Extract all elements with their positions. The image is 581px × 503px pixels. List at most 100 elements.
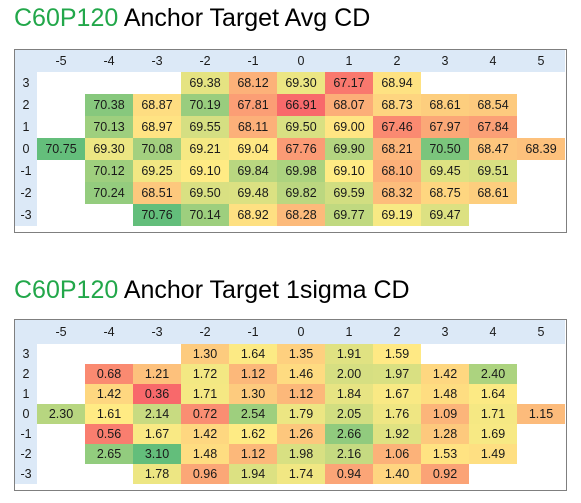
sigma-heatmap-cell: 0.72 <box>181 404 229 424</box>
avg-row-header: -3 <box>15 204 37 226</box>
sigma-col-header: -4 <box>85 320 133 344</box>
avg-row-header: 2 <box>15 94 37 116</box>
sigma-heatmap-cell: 1.06 <box>373 444 421 464</box>
sigma-heatmap-cell: 1.42 <box>181 424 229 444</box>
avg-heatmap-cell: 69.30 <box>277 72 325 94</box>
avg-row-header: 3 <box>15 72 37 94</box>
sigma-col-header: -2 <box>181 320 229 344</box>
sigma-heatmap-cell: 1.12 <box>229 364 277 384</box>
avg-heatmap-cell: 68.32 <box>373 182 421 204</box>
avg-heatmap-cell: 70.50 <box>421 138 469 160</box>
sigma-heatmap-cell: 1.35 <box>277 344 325 364</box>
sigma-heatmap-cell: 1.97 <box>373 364 421 384</box>
avg-heatmap-cell: 70.76 <box>133 204 181 226</box>
avg-heatmap-cell: 67.76 <box>277 138 325 160</box>
avg-heatmap-cell: 68.10 <box>373 160 421 182</box>
sigma-col-header: 3 <box>421 320 469 344</box>
sigma-heatmap-cell: 1.15 <box>517 404 565 424</box>
avg-heatmap-cell: 69.00 <box>325 116 373 138</box>
avg-col-header: -3 <box>133 50 181 72</box>
sigma-cd-title-text: Anchor Target 1sigma CD <box>123 276 410 304</box>
sigma-heatmap-cell: 1.84 <box>325 384 373 404</box>
avg-heatmap-cell: 69.48 <box>229 182 277 204</box>
avg-heatmap-cell: 68.47 <box>469 138 517 160</box>
avg-row-header: 1 <box>15 116 37 138</box>
sigma-row-header: -3 <box>15 464 37 484</box>
sigma-col-header: -1 <box>229 320 277 344</box>
sigma-heatmap-cell: 1.74 <box>277 464 325 484</box>
avg-heatmap-cell: 69.04 <box>229 138 277 160</box>
sigma-row-header: -2 <box>15 444 37 464</box>
avg-col-header: -5 <box>37 50 85 72</box>
avg-heatmap-cell: 68.12 <box>229 72 277 94</box>
avg-heatmap-cell: 70.19 <box>181 94 229 116</box>
sigma-heatmap-cell: 2.30 <box>37 404 85 424</box>
avg-heatmap-cell: 68.11 <box>229 116 277 138</box>
sigma-heatmap-cell: 1.94 <box>229 464 277 484</box>
avg-heatmap-cell: 69.45 <box>421 160 469 182</box>
sigma-heatmap-cell: 1.67 <box>373 384 421 404</box>
sigma-heatmap-cell: 0.68 <box>85 364 133 384</box>
sigma-heatmap-cell: 1.76 <box>373 404 421 424</box>
avg-heatmap-cell: 68.51 <box>133 182 181 204</box>
avg-heatmap-cell: 68.21 <box>373 138 421 160</box>
avg-row-header: -1 <box>15 160 37 182</box>
avg-heatmap-cell: 70.12 <box>85 160 133 182</box>
avg-heatmap-cell: 68.92 <box>229 204 277 226</box>
sigma-heatmap-cell: 1.28 <box>421 424 469 444</box>
avg-col-header: 3 <box>421 50 469 72</box>
sigma-corner-cell <box>15 320 37 344</box>
sigma-heatmap-cell: 0.96 <box>181 464 229 484</box>
avg-heatmap-cell: 70.75 <box>37 138 85 160</box>
avg-col-header: 1 <box>325 50 373 72</box>
sigma-col-header: -5 <box>37 320 85 344</box>
sigma-heatmap-cell: 2.40 <box>469 364 517 384</box>
sigma-col-header: 5 <box>517 320 565 344</box>
avg-col-header: -2 <box>181 50 229 72</box>
avg-heatmap-cell: 67.17 <box>325 72 373 94</box>
avg-heatmap-cell: 69.77 <box>325 204 373 226</box>
sigma-heatmap-cell: 1.48 <box>181 444 229 464</box>
sigma-heatmap-cell: 1.64 <box>229 344 277 364</box>
sigma-row-header: 3 <box>15 344 37 364</box>
sigma-row-header: -1 <box>15 424 37 444</box>
avg-col-header: 4 <box>469 50 517 72</box>
avg-heatmap-cell: 68.07 <box>325 94 373 116</box>
avg-cd-heatmap: -5 -4 -3 -2 -1 0 1 2 3 4 5 3 69.38 68.12 69.30 67.17 68.… <box>14 49 567 233</box>
avg-col-header: -1 <box>229 50 277 72</box>
sigma-col-header: 2 <box>373 320 421 344</box>
sigma-heatmap-cell: 1.64 <box>469 384 517 404</box>
sigma-heatmap-cell: 2.14 <box>133 404 181 424</box>
sigma-heatmap-cell: 1.12 <box>277 384 325 404</box>
avg-heatmap-cell: 69.19 <box>373 204 421 226</box>
sigma-heatmap-cell: 2.66 <box>325 424 373 444</box>
avg-heatmap-cell: 67.81 <box>229 94 277 116</box>
sigma-heatmap-cell: 1.48 <box>421 384 469 404</box>
avg-heatmap-cell: 69.50 <box>181 182 229 204</box>
avg-heatmap-cell: 68.61 <box>421 94 469 116</box>
sigma-col-header: 4 <box>469 320 517 344</box>
avg-row-header: 0 <box>15 138 37 160</box>
sigma-heatmap-cell: 1.12 <box>229 444 277 464</box>
sigma-heatmap-cell: 1.91 <box>325 344 373 364</box>
sigma-heatmap-cell: 0.36 <box>133 384 181 404</box>
sigma-heatmap-cell: 1.40 <box>373 464 421 484</box>
sigma-heatmap-cell: 2.16 <box>325 444 373 464</box>
avg-heatmap-cell: 68.28 <box>277 204 325 226</box>
avg-heatmap-cell: 69.10 <box>325 160 373 182</box>
avg-heatmap-cell: 69.59 <box>325 182 373 204</box>
avg-col-header: 0 <box>277 50 325 72</box>
avg-heatmap-cell: 69.30 <box>85 138 133 160</box>
sigma-heatmap-cell: 0.94 <box>325 464 373 484</box>
avg-heatmap-cell: 68.61 <box>469 182 517 204</box>
avg-heatmap-cell: 68.39 <box>517 138 565 160</box>
avg-heatmap-cell: 69.25 <box>133 160 181 182</box>
sigma-heatmap-cell: 1.09 <box>421 404 469 424</box>
avg-col-header: 2 <box>373 50 421 72</box>
sigma-cd-title-code: C60P120 <box>14 276 119 304</box>
sigma-row-header: 2 <box>15 364 37 384</box>
sigma-heatmap-cell: 1.67 <box>133 424 181 444</box>
sigma-col-header: 0 <box>277 320 325 344</box>
sigma-heatmap-cell: 1.71 <box>469 404 517 424</box>
avg-heatmap-cell: 69.82 <box>277 182 325 204</box>
